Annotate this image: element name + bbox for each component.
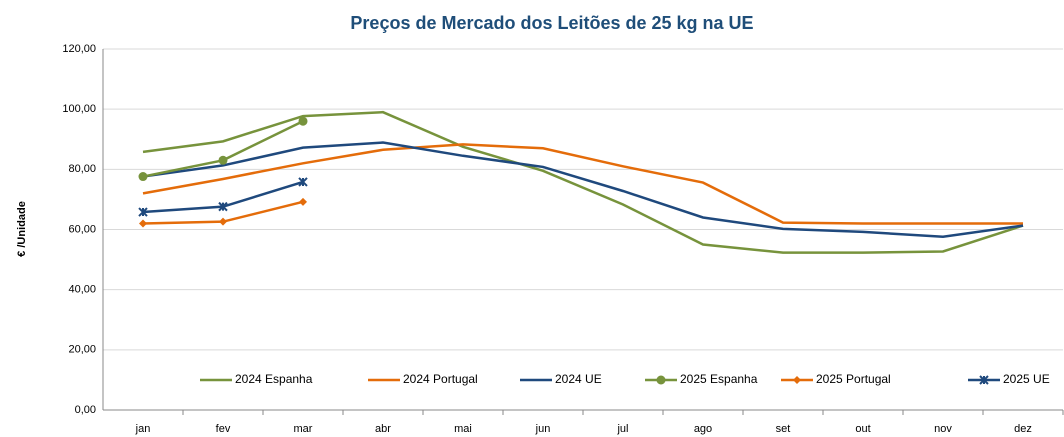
point	[299, 197, 307, 206]
legend-label: 2025 Espanha	[680, 372, 758, 386]
legend-marker	[656, 375, 666, 385]
point	[219, 217, 227, 226]
x-tick-label: jul	[616, 423, 628, 435]
legend-label: 2024 Portugal	[403, 372, 478, 386]
x-tick-label: dez	[1014, 423, 1032, 435]
point	[138, 207, 148, 217]
x-tick-label: abr	[375, 423, 391, 435]
y-axis-label: € /Unidade	[16, 201, 28, 257]
x-tick-label: out	[855, 423, 870, 435]
x-tick-label: set	[776, 423, 791, 435]
y-tick-label: 80,00	[68, 163, 96, 175]
y-tick-label: 60,00	[68, 223, 96, 235]
legend-label: 2025 UE	[1003, 372, 1050, 386]
chart-title: Preços de Mercado dos Leitões de 25 kg n…	[350, 13, 753, 33]
series-line	[142, 141, 1024, 238]
point	[298, 177, 308, 187]
x-tick-label: mar	[294, 423, 313, 435]
x-tick-label: nov	[934, 423, 952, 435]
x-tick-label: fev	[216, 423, 231, 435]
series-line	[142, 143, 1023, 225]
point	[218, 155, 228, 165]
x-tick-label: jun	[535, 423, 551, 435]
series-line	[142, 110, 1024, 254]
y-tick-label: 0,00	[75, 404, 96, 416]
legend-label: 2024 Espanha	[235, 372, 313, 386]
x-tick-label: mai	[454, 423, 472, 435]
y-tick-label: 100,00	[62, 103, 96, 115]
x-tick-label: jan	[135, 423, 151, 435]
point	[138, 172, 148, 182]
point	[139, 219, 147, 228]
point	[218, 201, 228, 212]
point	[298, 116, 308, 126]
y-tick-label: 20,00	[68, 344, 96, 356]
legend-marker	[979, 375, 989, 385]
legend-marker	[793, 376, 801, 384]
x-tick-label: ago	[694, 423, 712, 435]
y-tick-label: 40,00	[68, 284, 96, 296]
y-tick-label: 120,00	[62, 43, 96, 55]
legend-label: 2024 UE	[555, 372, 602, 386]
legend-label: 2025 Portugal	[816, 372, 891, 386]
